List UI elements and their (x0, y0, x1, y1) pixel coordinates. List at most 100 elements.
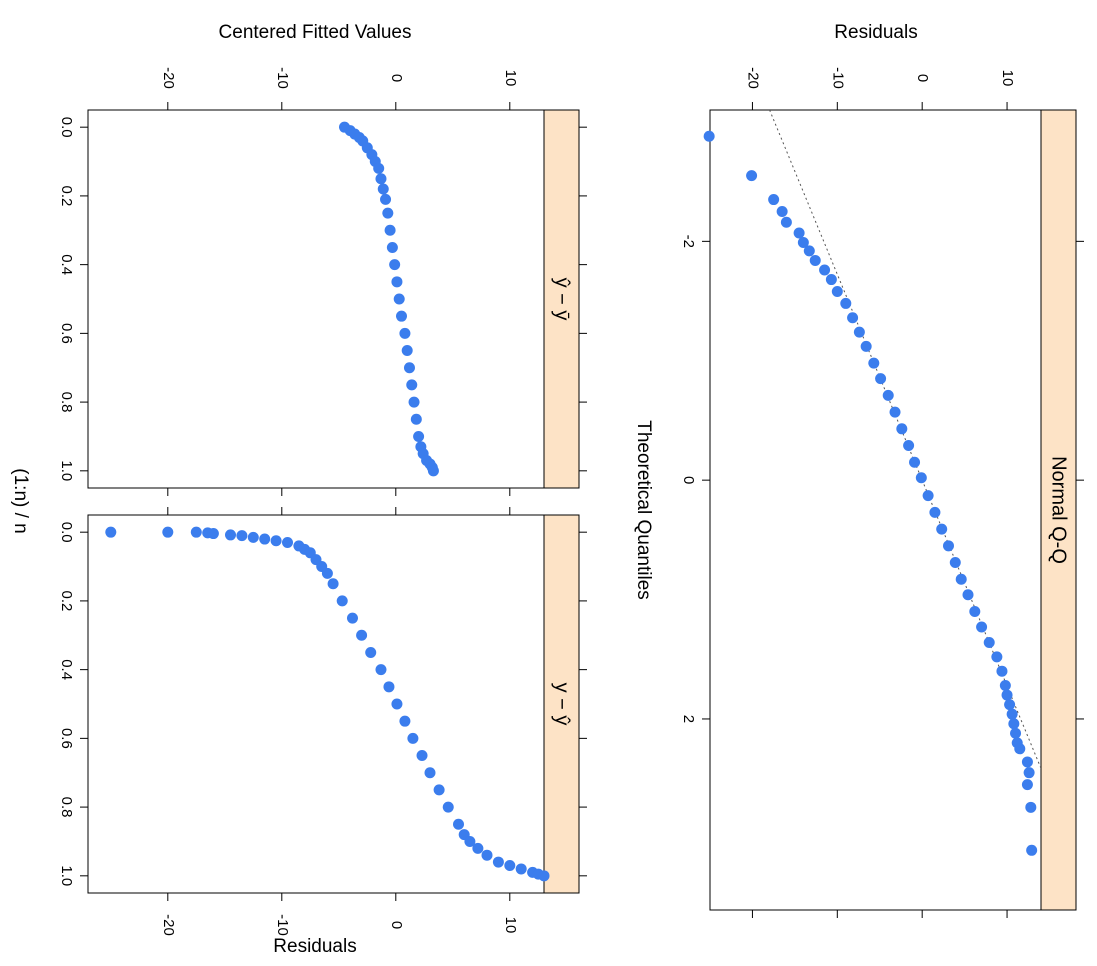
residuals-y-tick-label: -10 (274, 914, 291, 936)
qq-strip-label: Normal Q-Q (1048, 456, 1070, 564)
qq-data-point (889, 406, 901, 418)
residuals-data-point (391, 698, 403, 710)
fitted-data-point (408, 396, 420, 408)
residuals-data-point (336, 595, 348, 607)
qq-data-point (922, 490, 934, 502)
qq-data-point (896, 423, 908, 435)
residuals-data-point (492, 856, 504, 868)
residuals-data-point (433, 784, 445, 796)
fitted-data-point (386, 241, 398, 253)
qq-data-point (955, 573, 967, 585)
residuals-y-tick-label: 10 (502, 917, 519, 934)
qq-y-axis-title: Residuals (834, 22, 917, 43)
fitted-x-tick-label: 1.0 (58, 460, 75, 481)
fitted-x-tick-label: 0.8 (58, 392, 75, 413)
residuals-data-point (346, 612, 358, 624)
residuals-data-point (270, 535, 282, 547)
fitted-panel: ŷ − ȳ -20 -10 0 10 0.0 0.2 0.4 0.6 0.8 1.0 Center… (58, 22, 587, 496)
fitted-data-point (382, 207, 394, 219)
residuals-data-point (282, 536, 293, 548)
qq-data-point (831, 285, 843, 297)
qq-data-point (929, 506, 941, 518)
qq-data-point (746, 170, 758, 182)
qq-data-point (809, 254, 821, 266)
qq-data-point (703, 130, 715, 142)
qq-data-point (803, 245, 815, 257)
fitted-y-axis-title: Centered Fitted Values (219, 22, 412, 43)
fitted-data-point (373, 162, 385, 174)
residuals-data-point (464, 835, 476, 847)
residuals-x-tick-label: 0.6 (58, 728, 75, 749)
qq-data-point (825, 274, 837, 286)
fitted-data-point (389, 259, 401, 271)
qq-data-point (962, 589, 974, 601)
fitted-data-point (401, 345, 413, 357)
fitted-x-tick-label: 0.4 (58, 254, 75, 275)
qq-data-point (915, 472, 927, 484)
residuals-data-point (442, 801, 454, 813)
residuals-x-tick-label: 1.0 (58, 865, 75, 886)
qq-data-point (903, 440, 915, 452)
fitted-data-point (403, 362, 415, 374)
qq-x-tick-label: 2 (680, 715, 697, 723)
fitted-data-point (427, 465, 439, 477)
fitted-y-tick-label: -10 (274, 67, 291, 89)
qq-data-point (991, 651, 1003, 663)
residuals-x-tick-label: 0.4 (58, 659, 75, 680)
fitted-x-tick-label: 0.6 (58, 323, 75, 344)
fitted-data-point (410, 413, 422, 425)
qq-data-point (847, 312, 859, 324)
residuals-strip-label: y − ŷ (551, 683, 573, 726)
residuals-data-point (538, 870, 550, 882)
residuals-data-point (365, 646, 377, 658)
residuals-x-tick-label: 0.2 (58, 590, 75, 611)
residuals-data-point (327, 578, 339, 590)
residuals-data-point (481, 849, 493, 861)
residuals-y-axis-title: Residuals (273, 936, 356, 957)
qq-data-point (768, 194, 780, 206)
qq-data-point (996, 665, 1008, 677)
fitted-data-point (375, 173, 387, 185)
qq-data-point (840, 297, 852, 309)
qq-data-point (1021, 779, 1033, 791)
qq-x-tick-label: -2 (680, 235, 697, 248)
qq-data-point (999, 680, 1011, 692)
qq-data-point (780, 216, 792, 228)
residuals-data-point (236, 530, 248, 542)
residuals-data-point (453, 818, 464, 830)
qq-data-point (868, 357, 880, 369)
qq-data-point (797, 237, 809, 249)
shared-x-axis-title: (1:n) / n (10, 468, 31, 533)
qq-x-axis-title: Theoretical Quantiles (633, 420, 654, 600)
residuals-data-point (162, 526, 174, 538)
residuals-y-tick-label: -20 (160, 914, 177, 936)
residuals-plot-frame (87, 514, 545, 894)
residuals-x-tick-label: 0.8 (58, 797, 75, 818)
residuals-data-point (190, 526, 202, 538)
fitted-data-point (396, 310, 407, 322)
residuals-data-point (424, 767, 436, 779)
qq-data-point (1008, 718, 1020, 730)
qq-plot-frame (709, 109, 1042, 911)
residuals-data-point (259, 533, 271, 545)
residuals-data-point (356, 629, 368, 641)
residuals-y-tick-label: 0 (388, 921, 405, 929)
fitted-data-point (393, 293, 405, 305)
qq-data-point (1023, 767, 1035, 779)
qq-data-point (776, 205, 788, 217)
residuals-strip (543, 514, 580, 894)
qq-data-point (1014, 743, 1026, 755)
fitted-x-tick-label: 0.0 (58, 117, 75, 138)
qq-data-point (875, 373, 887, 385)
qq-data-point (949, 557, 961, 569)
fitted-plot-frame (87, 109, 545, 489)
residuals-data-point (225, 529, 236, 541)
residuals-data-point (472, 842, 484, 854)
qq-data-point (942, 540, 954, 552)
residuals-panel: y − ŷ -20 -10 0 10 0.0 0.2 0.4 0.6 0.8 1.0 Residu… (58, 507, 587, 957)
qq-data-point (909, 456, 921, 468)
residuals-data-point (504, 860, 516, 872)
qq-data-point (1025, 801, 1037, 813)
qq-panel: Normal Q-Q -20 -10 0 10-202 Theoretical Qua… (633, 22, 1084, 918)
qq-strip (1040, 109, 1077, 911)
